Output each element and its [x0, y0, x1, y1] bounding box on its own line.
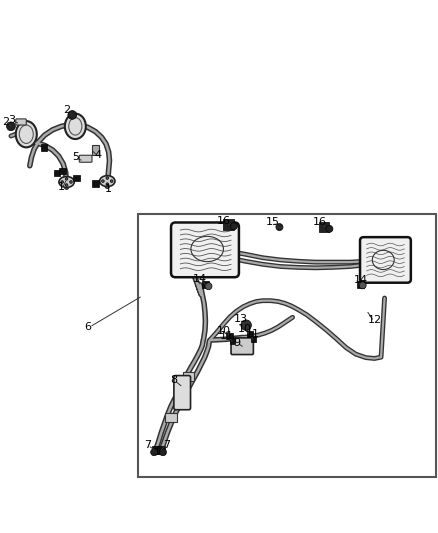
Bar [165, 413, 177, 422]
Circle shape [65, 184, 68, 187]
Text: 11: 11 [219, 330, 233, 341]
FancyBboxPatch shape [171, 222, 239, 277]
Bar [319, 222, 329, 232]
Text: 16: 16 [313, 217, 327, 227]
Circle shape [106, 183, 109, 185]
Bar [230, 338, 235, 344]
Circle shape [159, 449, 166, 456]
Text: 1: 1 [105, 184, 112, 194]
Ellipse shape [16, 121, 37, 147]
Text: 8: 8 [170, 375, 177, 385]
Text: 2: 2 [63, 105, 70, 115]
Circle shape [65, 177, 68, 180]
Text: 2: 2 [2, 117, 9, 126]
Circle shape [230, 223, 237, 230]
Text: 11: 11 [246, 329, 260, 340]
Bar [183, 373, 194, 381]
FancyBboxPatch shape [16, 119, 26, 125]
Bar [73, 175, 80, 181]
Bar [357, 280, 364, 287]
Circle shape [151, 449, 158, 456]
Bar [247, 332, 253, 337]
Bar [40, 144, 47, 151]
Circle shape [68, 110, 77, 119]
Text: 7: 7 [144, 440, 151, 450]
Circle shape [326, 225, 333, 232]
Circle shape [205, 282, 212, 290]
Text: 16: 16 [216, 216, 230, 226]
Ellipse shape [99, 175, 115, 187]
Text: 15: 15 [266, 217, 280, 227]
Bar [138, 214, 436, 477]
Text: 13: 13 [233, 314, 247, 324]
Bar [202, 281, 209, 288]
Bar [251, 336, 256, 342]
Bar [53, 169, 60, 176]
Circle shape [106, 177, 109, 179]
Bar [59, 168, 66, 174]
Circle shape [61, 181, 64, 183]
Circle shape [70, 181, 72, 183]
Text: 5: 5 [72, 152, 79, 163]
FancyBboxPatch shape [231, 338, 254, 354]
Text: 1: 1 [57, 182, 64, 192]
Text: 7: 7 [163, 440, 170, 450]
Circle shape [7, 122, 15, 131]
FancyBboxPatch shape [79, 155, 92, 162]
Text: 10: 10 [217, 326, 231, 336]
Bar [174, 393, 185, 402]
Text: 10: 10 [237, 324, 251, 334]
Circle shape [359, 282, 366, 289]
Ellipse shape [65, 114, 86, 139]
Bar [223, 219, 234, 230]
FancyBboxPatch shape [174, 376, 191, 410]
Text: 9: 9 [233, 338, 240, 348]
Circle shape [276, 223, 283, 231]
Text: 12: 12 [368, 316, 382, 325]
Circle shape [110, 180, 113, 182]
Bar [226, 333, 233, 339]
Text: 4: 4 [95, 150, 102, 160]
Bar [152, 446, 159, 454]
Circle shape [241, 320, 251, 330]
FancyBboxPatch shape [360, 237, 411, 282]
Bar [92, 145, 99, 155]
Bar [92, 180, 99, 187]
Circle shape [102, 180, 104, 182]
Text: 14: 14 [193, 274, 207, 284]
Text: 3: 3 [8, 115, 15, 125]
Bar [157, 446, 165, 454]
Text: 14: 14 [353, 274, 367, 285]
Ellipse shape [59, 176, 74, 188]
Text: 6: 6 [84, 322, 91, 332]
